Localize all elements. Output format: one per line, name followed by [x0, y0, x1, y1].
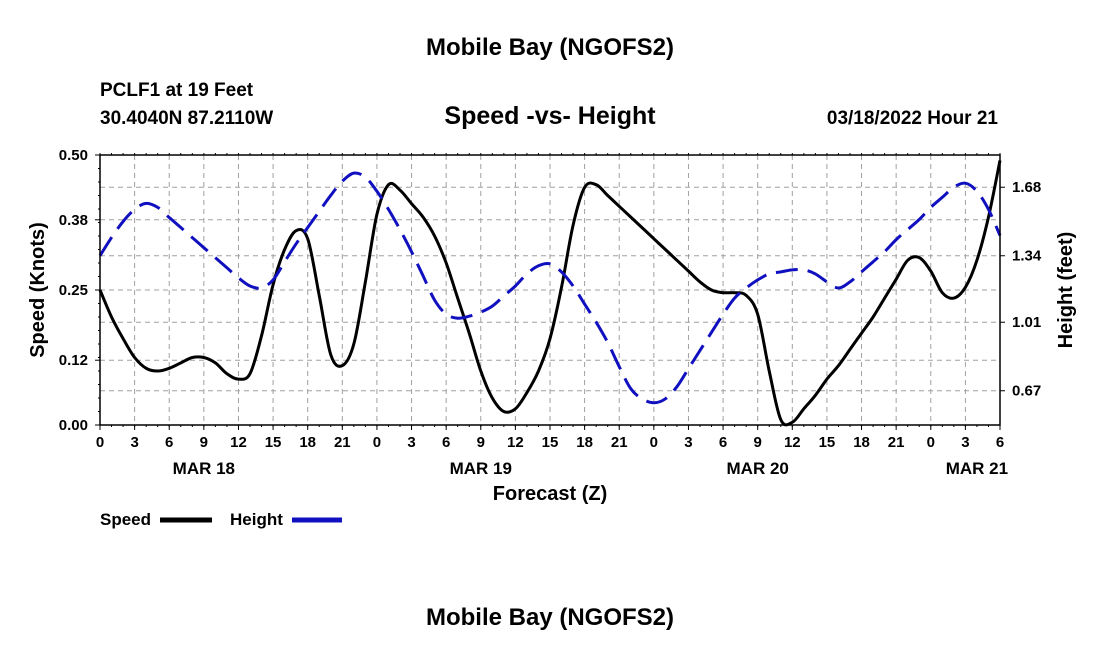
- chart-subtitle: Speed -vs- Height: [444, 102, 656, 130]
- y2-tick-label: 0.67: [1012, 383, 1041, 400]
- x-tick-label: 0: [927, 434, 935, 451]
- y2-tick-label: 1.34: [1012, 248, 1042, 265]
- x-tick-label: 15: [819, 434, 836, 451]
- x-tick-label: 18: [576, 434, 593, 451]
- date-label: MAR 19: [450, 459, 512, 478]
- x-tick-label: 3: [961, 434, 969, 451]
- x-tick-label: 12: [230, 434, 247, 451]
- x-tick-label: 0: [96, 434, 104, 451]
- series-lines: [98, 160, 1002, 427]
- y2-tick-label: 1.68: [1012, 179, 1041, 196]
- x-tick-label: 18: [853, 434, 870, 451]
- x-tick-label: 0: [373, 434, 381, 451]
- x-tick-label: 6: [996, 434, 1004, 451]
- x-tick-label: 9: [200, 434, 208, 451]
- x-tick-label: 15: [265, 434, 282, 451]
- y-tick-label: 0.00: [59, 417, 88, 434]
- x-tick-label: 21: [611, 434, 628, 451]
- x-tick-label: 9: [477, 434, 485, 451]
- footer-title: Mobile Bay (NGOFS2): [426, 604, 674, 631]
- x-tick-label: 3: [684, 434, 692, 451]
- y-tick-label: 0.25: [59, 282, 88, 299]
- x-tick-label: 3: [407, 434, 415, 451]
- speed-series-line: [98, 160, 1002, 427]
- y-axis-label: Speed (Knots): [27, 222, 49, 358]
- y-tick-label: 0.50: [59, 147, 88, 164]
- x-tick-label: 21: [888, 434, 905, 451]
- page-title: Mobile Bay (NGOFS2): [426, 34, 674, 61]
- x-tick-label: 15: [542, 434, 559, 451]
- date-label: MAR 18: [173, 459, 235, 478]
- x-tick-label: 6: [719, 434, 727, 451]
- x-tick-label: 9: [754, 434, 762, 451]
- legend-speed-label: Speed: [100, 510, 151, 529]
- x-tick-label: 0: [650, 434, 658, 451]
- x-tick-label: 6: [442, 434, 450, 451]
- y2-axis-label: Height (feet): [1055, 232, 1077, 349]
- x-tick-label: 21: [334, 434, 351, 451]
- height-series-line: [98, 171, 1002, 405]
- axis-ticks: 0 3 6 9 12 15 18 21 0 3 6 9 12 15 18 21 0 3 6 9 12 15 18 21 0 3 6M…: [59, 147, 1042, 478]
- x-tick-label: 3: [130, 434, 138, 451]
- x-tick-label: 12: [784, 434, 801, 451]
- station-coordinates: 30.4040N 87.2110W: [100, 108, 273, 129]
- y2-tick-label: 1.01: [1012, 314, 1041, 331]
- grid-lines: [100, 155, 1000, 425]
- station-label: PCLF1 at 19 Feet: [100, 80, 254, 101]
- x-axis-label: Forecast (Z): [493, 483, 607, 505]
- x-tick-label: 12: [507, 434, 524, 451]
- date-label: MAR 21: [946, 459, 1008, 478]
- y-tick-label: 0.12: [59, 352, 88, 369]
- forecast-datetime: 03/18/2022 Hour 21: [827, 108, 999, 129]
- x-tick-label: 18: [299, 434, 316, 451]
- y-tick-label: 0.38: [59, 212, 88, 229]
- legend-height-label: Height: [230, 510, 283, 529]
- date-label: MAR 20: [727, 459, 789, 478]
- x-tick-label: 6: [165, 434, 173, 451]
